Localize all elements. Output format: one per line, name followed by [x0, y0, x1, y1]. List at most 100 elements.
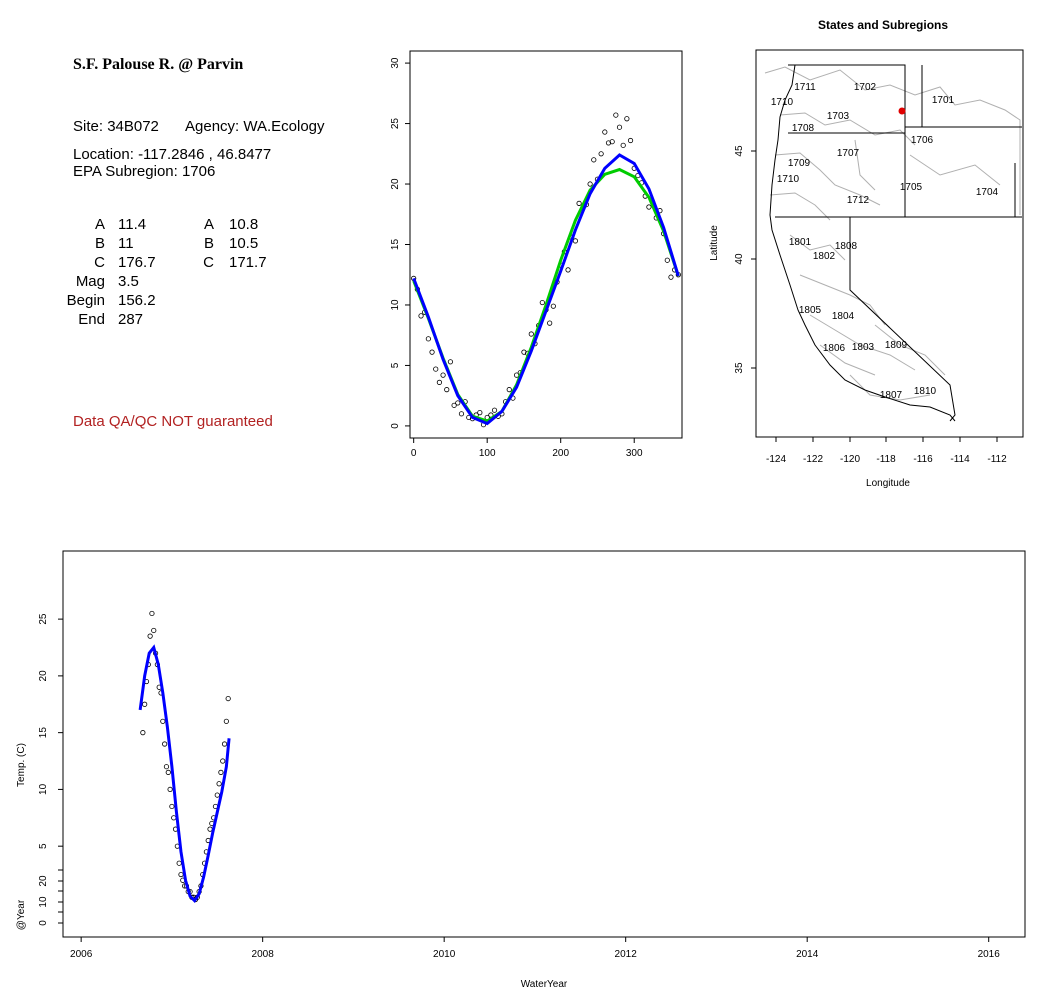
param-left-name: Mag	[75, 273, 105, 290]
site-location-marker	[898, 107, 906, 115]
agency-label: Agency:	[185, 118, 240, 135]
observation-point	[147, 633, 153, 639]
region-label: 1804	[832, 311, 855, 322]
y-tick-label: 5	[38, 843, 49, 849]
observation-point	[587, 181, 593, 187]
observation-point	[176, 860, 182, 866]
observation-point	[451, 402, 457, 408]
region-label: 1810	[914, 386, 937, 397]
observation-point	[550, 303, 556, 309]
region-label: 1707	[837, 148, 860, 159]
param-left-name: Begin	[66, 292, 105, 309]
observation-point	[627, 137, 634, 144]
observation-point	[547, 320, 553, 326]
x-tick-label: 2008	[252, 949, 275, 960]
observation-point	[178, 871, 184, 878]
observation-point	[624, 116, 630, 122]
param-left-name: End	[78, 311, 105, 328]
observation-point	[425, 336, 431, 342]
param-left-name: C	[94, 254, 105, 271]
location-line: Location: -117.2846 , 46.8477	[73, 146, 271, 163]
site-title: S.F. Palouse R. @ Parvin	[73, 56, 244, 73]
region-label: 1802	[813, 251, 836, 262]
observation-point	[433, 366, 439, 372]
x-tick-label: 100	[479, 448, 496, 459]
observation-point	[620, 142, 626, 148]
site-id: 34B072	[107, 118, 159, 135]
x-tick-label: 2012	[615, 949, 638, 960]
region-label: 1705	[900, 182, 923, 193]
observation-point	[664, 257, 670, 263]
observation-point	[163, 764, 170, 770]
observation-point	[223, 718, 229, 724]
x-tick-label: 2016	[978, 949, 1001, 960]
observation-point	[598, 151, 604, 157]
observation-point	[444, 387, 450, 393]
region-label: 1805	[799, 305, 822, 316]
observation-point	[455, 400, 461, 406]
x-tick-label: 2014	[796, 949, 819, 960]
param-left-name: B	[94, 235, 105, 252]
observation-point	[162, 741, 168, 747]
observation-point	[429, 349, 435, 355]
param-right-value: 171.7	[229, 254, 267, 271]
observation-point	[151, 627, 157, 634]
subregion-line: EPA Subregion: 1706	[73, 163, 215, 180]
qa-disclaimer: Data QA/QC NOT guaranteed	[73, 413, 273, 430]
observation-point	[207, 826, 213, 832]
location-value: -117.2846 , 46.8477	[138, 146, 272, 163]
observation-point	[167, 786, 173, 793]
param-left-value: 287	[118, 311, 144, 328]
region-label: 1710	[771, 97, 794, 108]
observation-point	[140, 730, 146, 736]
timeseries-temperature-chart: 2006 2008 2010 2012 2014 2016 5 10 15 20 25 0 10 20 Wa…	[16, 550, 1026, 990]
map-ylabel: Latitude	[709, 225, 720, 261]
observation-point	[491, 407, 498, 413]
observation-point	[565, 267, 571, 273]
map-x-tick-label: -124	[766, 454, 786, 465]
map-frame	[755, 49, 1024, 438]
observation-point	[477, 410, 483, 416]
region-label: 1809	[885, 340, 908, 351]
param-right-value: 10.5	[229, 235, 259, 252]
subregion-label: EPA Subregion:	[73, 163, 178, 180]
observation-point	[160, 718, 166, 724]
site-line: Site: 34B072	[73, 118, 159, 135]
region-label: 1706	[911, 135, 934, 146]
map-y-tick-label: 35	[734, 362, 745, 374]
param-left-name: A	[94, 216, 105, 233]
observation-point	[616, 124, 623, 130]
coastline	[769, 64, 956, 422]
seasonal-temperature-chart: 0 100 200 300 0 5 10 15 20 25 30	[390, 50, 683, 459]
location-label: Location:	[73, 146, 134, 163]
x-tick-label: 200	[552, 448, 569, 459]
y-tick-label: 15	[38, 727, 49, 739]
region-label: 1806	[823, 343, 846, 354]
param-left-value: 11.4	[118, 216, 147, 233]
observation-point	[591, 157, 597, 163]
x-tick-label: 2010	[433, 949, 456, 960]
region-label: 1703	[827, 111, 850, 122]
map-x-tick-label: -114	[950, 454, 970, 465]
region-label: 1709	[788, 158, 811, 169]
observation-point	[447, 359, 454, 365]
year-tick-label: 10	[38, 896, 49, 908]
param-right-name: B	[203, 235, 214, 252]
param-left-value: 11	[118, 235, 134, 252]
plot-frame	[62, 550, 1026, 938]
observation-point	[572, 238, 579, 244]
region-label: 1701	[932, 95, 955, 106]
region-label: 1711	[794, 82, 816, 93]
y-tick-label: 10	[390, 299, 401, 311]
observation-point	[506, 387, 512, 393]
observation-point	[142, 701, 148, 707]
region-label: 1803	[852, 342, 875, 353]
agency-name: WA.Ecology	[243, 118, 325, 135]
observation-point	[214, 792, 220, 798]
map-x-tick-label: -116	[913, 454, 933, 465]
region-label: 1710	[777, 174, 800, 185]
map-x-tick-label: -120	[840, 454, 860, 465]
observation-point	[440, 372, 446, 378]
observation-point	[609, 139, 615, 145]
y-tick-label: 25	[38, 613, 49, 625]
